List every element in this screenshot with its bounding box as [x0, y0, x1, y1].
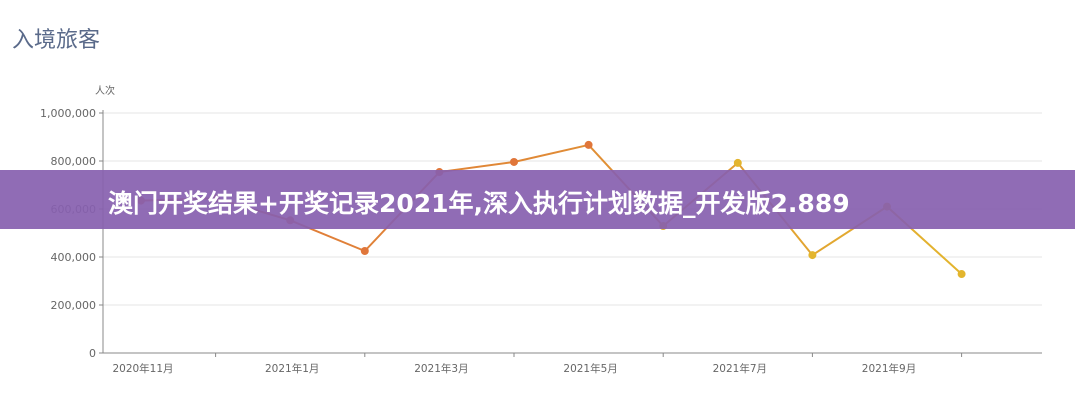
x-tick-label: 2021年3月: [414, 362, 468, 375]
data-point: [733, 158, 742, 167]
banner-text: 澳门开奖结果+开奖记录2021年,深入执行计划数据_开发版2.889: [108, 189, 850, 218]
data-point: [957, 270, 966, 279]
x-tick-label: 2020年11月: [112, 362, 173, 375]
y-tick-label: 0: [89, 347, 96, 360]
y-axis-label: 人次: [95, 84, 115, 97]
data-point: [808, 251, 817, 260]
overlay-banner: 澳门开奖结果+开奖记录2021年,深入执行计划数据_开发版2.889: [0, 170, 1075, 229]
x-tick-label: 2021年7月: [713, 362, 767, 375]
y-tick-label: 1,000,000: [40, 107, 96, 120]
x-tick-label: 2021年9月: [862, 362, 916, 375]
data-point: [510, 157, 518, 166]
y-tick-label: 200,000: [51, 299, 97, 312]
x-tick-label: 2021年5月: [563, 362, 617, 375]
data-point: [360, 247, 369, 255]
y-tick-label: 400,000: [51, 251, 97, 264]
y-tick-label: 800,000: [51, 155, 97, 168]
chart-title: 入境旅客: [12, 28, 101, 53]
x-tick-label: 2021年1月: [265, 362, 319, 375]
data-point: [584, 140, 593, 149]
